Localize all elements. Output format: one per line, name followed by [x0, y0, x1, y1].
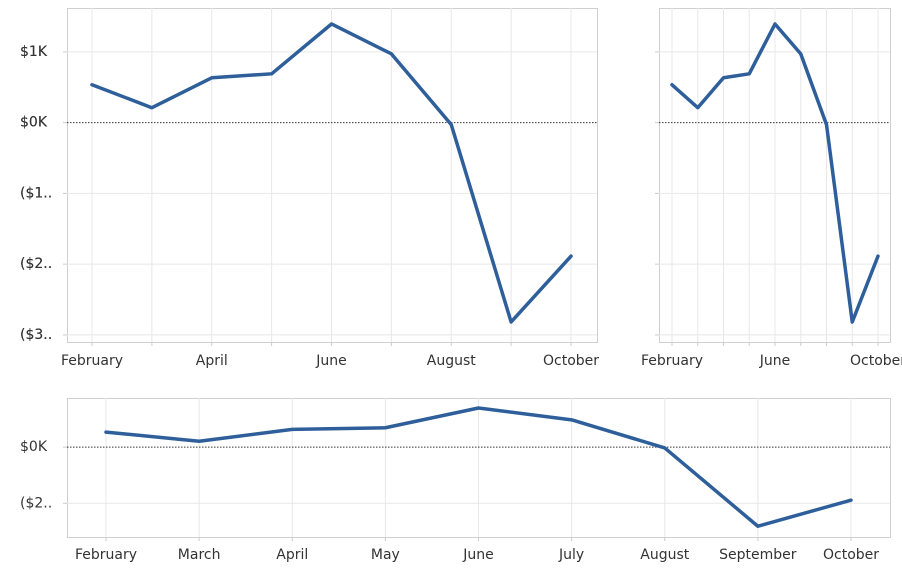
x-tick-label: May — [371, 547, 400, 563]
y-tick-label: $0K — [20, 115, 48, 131]
x-tick-label: April — [276, 547, 308, 563]
x-tick-label: August — [427, 353, 477, 369]
y-tick-label: ($3.. — [20, 327, 52, 343]
x-tick-label: April — [196, 353, 228, 369]
x-tick-label: March — [178, 547, 221, 563]
y-tick-label: $1K — [20, 44, 48, 60]
data-line — [670, 22, 880, 324]
x-tick-label: February — [75, 547, 137, 563]
x-tick-label: February — [61, 353, 123, 369]
y-tick-label: ($2.. — [20, 256, 52, 272]
x-tick-label: August — [640, 547, 690, 563]
y-tick-label: $0K — [20, 439, 48, 455]
y-tick-label: ($1.. — [20, 185, 52, 201]
y-tick-label: $1K — [20, 44, 48, 60]
y-tick-label: ($1.. — [20, 185, 52, 201]
x-tick-label: February — [641, 353, 703, 369]
panel-frame — [67, 8, 598, 343]
y-tick-label: ($2.. — [20, 256, 52, 272]
data-line — [90, 22, 573, 324]
x-tick-label: June — [462, 547, 494, 563]
x-tick-label: September — [719, 547, 797, 563]
x-tick-label: June — [759, 353, 791, 369]
x-tick-label: October — [823, 547, 879, 563]
y-tick-label: $0K — [20, 115, 48, 131]
data-line — [104, 406, 853, 528]
x-tick-label: October — [543, 353, 599, 369]
x-tick-label: June — [315, 353, 347, 369]
x-tick-label: July — [558, 547, 584, 563]
y-tick-label: ($2.. — [20, 495, 52, 511]
x-tick-label: October — [850, 353, 902, 369]
y-tick-label: ($3.. — [20, 327, 52, 343]
